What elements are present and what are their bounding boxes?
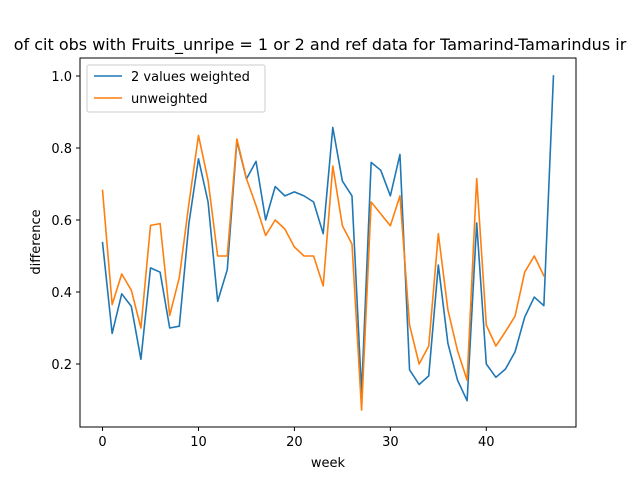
- legend-label-1: 2 values weighted: [131, 70, 250, 85]
- y-tick-label: 1.0: [51, 70, 72, 85]
- legend: 2 values weighted unweighted: [86, 64, 266, 113]
- series-line-2: [101, 134, 545, 411]
- x-tick-label: 10: [190, 435, 207, 450]
- x-axis-ticks: 0 10 20 30 40: [98, 427, 495, 450]
- x-tick-label: 40: [478, 435, 495, 450]
- y-axis-ticks: 0.2 0.4 0.6 0.8 1.0: [51, 70, 80, 373]
- y-axis-label: difference: [29, 209, 44, 274]
- legend-box: [86, 64, 266, 113]
- legend-label-2: unweighted: [131, 92, 208, 107]
- chart-title: of cit obs with Fruits_unripe = 1 or 2 a…: [14, 35, 627, 55]
- series-layer: [101, 75, 555, 411]
- y-tick-label: 0.8: [51, 142, 72, 157]
- y-tick-label: 0.4: [51, 286, 72, 301]
- y-tick-label: 0.6: [51, 214, 72, 229]
- x-tick-label: 20: [286, 435, 303, 450]
- x-axis-label: week: [311, 456, 346, 471]
- x-tick-label: 30: [382, 435, 399, 450]
- y-tick-label: 0.2: [51, 358, 72, 373]
- series-line-1: [101, 75, 555, 402]
- x-tick-label: 0: [98, 435, 106, 450]
- axes-frame: [79, 57, 577, 428]
